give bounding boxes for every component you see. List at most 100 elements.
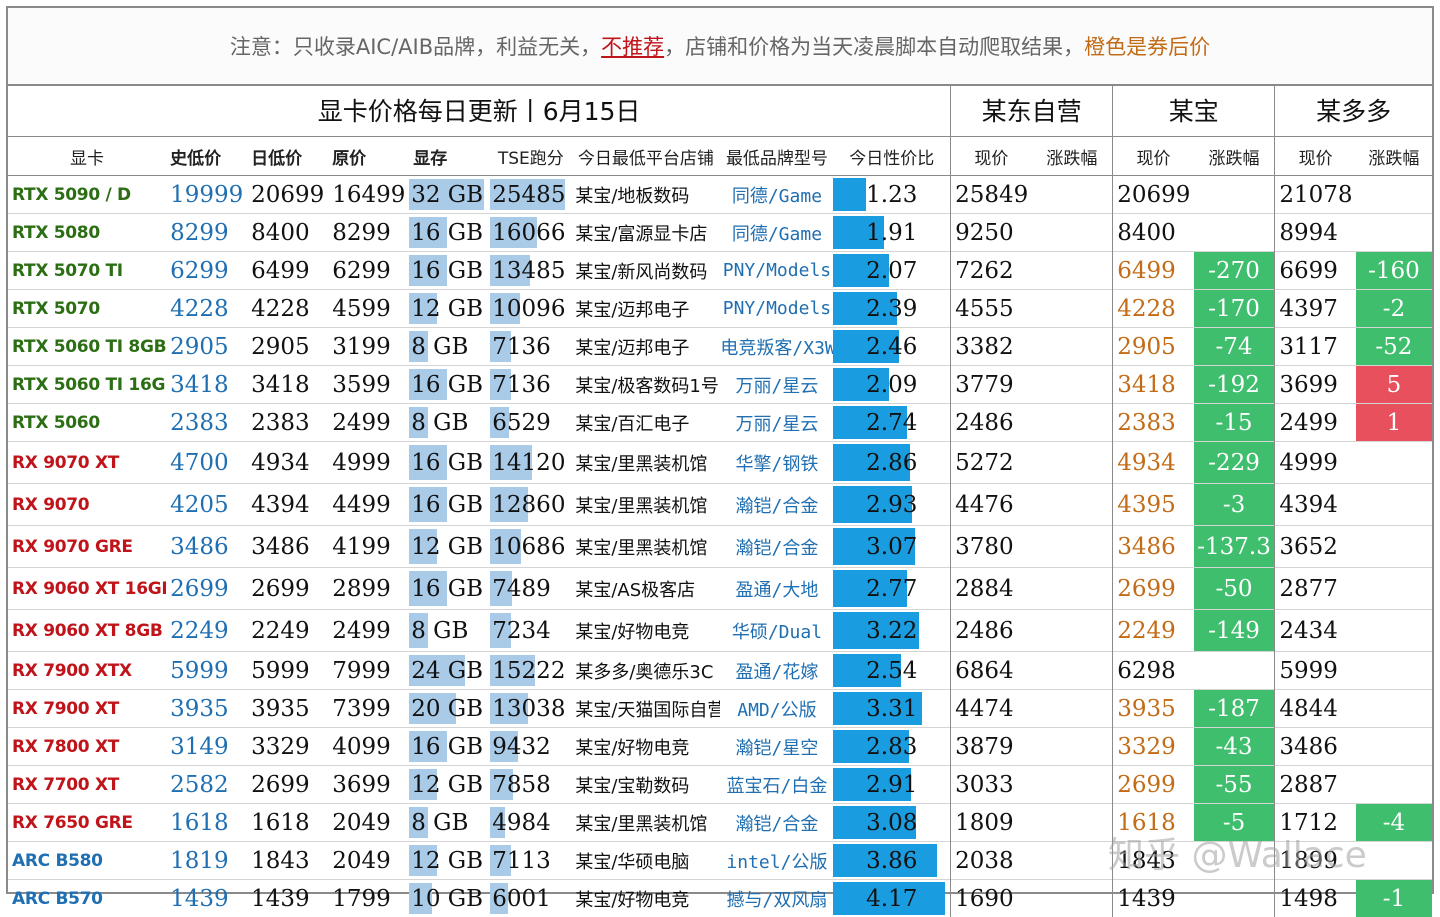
jd-change <box>1032 366 1113 404</box>
value-ratio: 2.09 <box>866 372 917 398</box>
pdd-change <box>1356 728 1432 766</box>
tse-value: 9432 <box>492 734 551 760</box>
jd-change <box>1032 880 1113 917</box>
jd-price: 4474 <box>951 690 1032 728</box>
tb-price: 6499 <box>1113 252 1194 290</box>
day-low-price: 4934 <box>247 442 328 484</box>
header-row-2: 显卡 史低价 日低价 原价 显存 TSE跑分 今日最低平台店铺 最低品牌型号 今… <box>8 137 1432 176</box>
tb-change: -5 <box>1194 804 1275 842</box>
tb-change: -3 <box>1194 484 1275 526</box>
tse-value: 4984 <box>492 810 551 836</box>
lowest-brand: 瀚铠/星空 <box>720 728 833 766</box>
gpu-name: RTX 5080 <box>8 214 166 252</box>
lowest-brand: 撼与/双风扇 <box>720 880 833 917</box>
pdd-price: 4397 <box>1275 290 1356 328</box>
memory-value: 12 GB <box>411 296 483 322</box>
lowest-brand: 电竞叛客/X3W <box>720 328 833 366</box>
jd-change <box>1032 842 1113 880</box>
jd-header: 某东自营 <box>951 84 1113 137</box>
lowest-brand: PNY/Models <box>720 252 833 290</box>
jd-price: 3879 <box>951 728 1032 766</box>
jd-change <box>1032 652 1113 690</box>
jd-price: 9250 <box>951 214 1032 252</box>
hist-low-price: 2699 <box>166 568 247 610</box>
lowest-shop: 某多多/奥德乐3C <box>571 652 720 690</box>
pdd-change <box>1356 568 1432 610</box>
lowest-shop: 某宝/百汇电子 <box>571 404 720 442</box>
tb-change <box>1194 176 1275 214</box>
tb-price: 2383 <box>1113 404 1194 442</box>
jd-price: 5272 <box>951 442 1032 484</box>
memory-value: 12 GB <box>411 534 483 560</box>
gpu-name: RTX 5090 / D <box>8 176 166 214</box>
value-ratio-cell: 3.07 <box>833 526 950 568</box>
tb-change <box>1194 652 1275 690</box>
jd-change <box>1032 328 1113 366</box>
day-low-price: 1843 <box>247 842 328 880</box>
col-tb-chg: 涨跌幅 <box>1194 137 1275 176</box>
jd-change <box>1032 290 1113 328</box>
jd-price: 7262 <box>951 252 1032 290</box>
col-orig: 原价 <box>328 137 409 176</box>
value-ratio-cell: 2.93 <box>833 484 950 526</box>
original-price: 7399 <box>328 690 409 728</box>
lowest-shop: 某宝/AS极客店 <box>571 568 720 610</box>
original-price: 6299 <box>328 252 409 290</box>
jd-price: 3033 <box>951 766 1032 804</box>
tb-change: -149 <box>1194 610 1275 652</box>
lowest-shop: 某宝/华硕电脑 <box>571 842 720 880</box>
lowest-shop: 某宝/迈邦电子 <box>571 328 720 366</box>
tb-price: 2905 <box>1113 328 1194 366</box>
jd-change <box>1032 766 1113 804</box>
tb-change: -15 <box>1194 404 1275 442</box>
pdd-price: 2887 <box>1275 766 1356 804</box>
hist-low-price: 8299 <box>166 214 247 252</box>
lowest-brand: 瀚铠/合金 <box>720 484 833 526</box>
day-low-price: 3935 <box>247 690 328 728</box>
col-platform: 今日最低平台店铺 <box>571 137 720 176</box>
lowest-shop: 某宝/好物电竞 <box>571 880 720 917</box>
original-price: 8299 <box>328 214 409 252</box>
tse-value: 13038 <box>492 696 565 722</box>
lowest-shop: 某宝/好物电竞 <box>571 728 720 766</box>
memory-value: 12 GB <box>411 772 483 798</box>
value-ratio: 1.91 <box>866 220 917 246</box>
memory-value: 8 GB <box>411 334 468 360</box>
memory-cell: 8 GB <box>409 404 490 442</box>
tb-price: 3935 <box>1113 690 1194 728</box>
hist-low-price: 5999 <box>166 652 247 690</box>
value-ratio-cell: 3.22 <box>833 610 950 652</box>
pdd-change <box>1356 484 1432 526</box>
jd-price: 2884 <box>951 568 1032 610</box>
tb-change <box>1194 842 1275 880</box>
notice-not-recommended: 不推荐 <box>601 31 664 61</box>
jd-change <box>1032 690 1113 728</box>
header-row-1: 显卡价格每日更新丨6月15日 某东自营 某宝 某多多 <box>8 84 1432 137</box>
tse-cell: 9432 <box>490 728 571 766</box>
hist-low-price: 2383 <box>166 404 247 442</box>
memory-cell: 8 GB <box>409 328 490 366</box>
pdd-price: 3117 <box>1275 328 1356 366</box>
lowest-shop: 某宝/里黑装机馆 <box>571 526 720 568</box>
jd-price: 4476 <box>951 484 1032 526</box>
gpu-name: RX 9060 XT 8GB <box>8 610 166 652</box>
original-price: 4599 <box>328 290 409 328</box>
memory-cell: 16 GB <box>409 252 490 290</box>
value-ratio: 1.23 <box>866 182 917 208</box>
jd-change <box>1032 526 1113 568</box>
original-price: 2499 <box>328 610 409 652</box>
tse-cell: 13038 <box>490 690 571 728</box>
lowest-shop: 某宝/迈邦电子 <box>571 290 720 328</box>
jd-price: 4555 <box>951 290 1032 328</box>
value-ratio: 3.22 <box>866 618 917 644</box>
lowest-brand: PNY/Models <box>720 290 833 328</box>
value-ratio: 2.93 <box>866 492 917 518</box>
col-ratio: 今日性价比 <box>833 137 950 176</box>
tb-price: 2699 <box>1113 568 1194 610</box>
jd-change <box>1032 610 1113 652</box>
pdd-price: 1899 <box>1275 842 1356 880</box>
jd-change <box>1032 404 1113 442</box>
memory-cell: 16 GB <box>409 484 490 526</box>
